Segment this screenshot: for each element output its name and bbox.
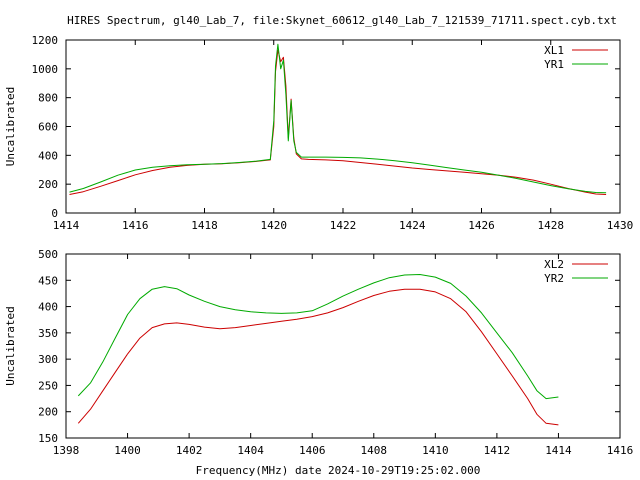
y-tick-label: 400 xyxy=(38,149,58,162)
x-tick-label: 1400 xyxy=(114,444,141,457)
legend-label-yr2: YR2 xyxy=(544,272,564,285)
series-line-xl1 xyxy=(69,49,607,195)
bottom-panel: 1398 1400 1402 1404 1406 1408 1410 1412 1414 1416… xyxy=(4,248,633,457)
y-tick-label: 350 xyxy=(38,327,58,340)
y-tick-label: 300 xyxy=(38,353,58,366)
legend-label-xl1: XL1 xyxy=(544,44,564,57)
x-tick-label: 1404 xyxy=(237,444,264,457)
x-tick-label: 1418 xyxy=(191,219,218,232)
x-tick-label: 1422 xyxy=(330,219,357,232)
x-tick-label: 1424 xyxy=(399,219,426,232)
x-tick-label: 1408 xyxy=(361,444,388,457)
y-tick-label: 1200 xyxy=(32,34,59,47)
series-line-xl2 xyxy=(77,288,559,426)
y-tick-label: 250 xyxy=(38,379,58,392)
y-tick-label: 800 xyxy=(38,92,58,105)
x-tick-label: 1402 xyxy=(176,444,203,457)
x-tick-label: 1416 xyxy=(122,219,149,232)
legend-label-yr1: YR1 xyxy=(544,58,564,71)
legend-label-xl2: XL2 xyxy=(544,258,564,271)
y-axis-label: Uncalibrated xyxy=(4,306,17,385)
x-tick-label: 1430 xyxy=(607,219,634,232)
y-tick-label: 1000 xyxy=(32,63,59,76)
series-line-yr2 xyxy=(77,274,559,400)
y-tick-label: 150 xyxy=(38,432,58,445)
x-tick-label: 1426 xyxy=(468,219,495,232)
y-tick-label: 500 xyxy=(38,248,58,261)
x-tick-label: 1428 xyxy=(538,219,565,232)
y-axis-label: Uncalibrated xyxy=(4,87,17,166)
y-tick-label: 200 xyxy=(38,178,58,191)
chart-title: HIRES Spectrum, gl40_Lab_7, file:Skynet_… xyxy=(67,14,617,27)
y-tick-label: 450 xyxy=(38,274,58,287)
x-tick-label: 1416 xyxy=(607,444,634,457)
series-line-yr1 xyxy=(69,43,607,194)
y-tick-label: 400 xyxy=(38,301,58,314)
y-tick-label: 0 xyxy=(51,207,58,220)
top-panel: 1414 1416 1418 1420 1422 1424 1426 1428 1430 0 200… xyxy=(4,34,633,232)
x-tick-label: 1398 xyxy=(53,444,80,457)
plot-frame xyxy=(65,39,621,214)
x-tick-label: 1414 xyxy=(53,219,80,232)
x-tick-label: 1414 xyxy=(545,444,572,457)
y-tick-label: 600 xyxy=(38,121,58,134)
x-axis-label: Frequency(MHz) date 2024-10-29T19:25:02.… xyxy=(196,464,481,477)
y-tick-label: 200 xyxy=(38,406,58,419)
x-tick-label: 1420 xyxy=(261,219,288,232)
x-tick-label: 1406 xyxy=(299,444,326,457)
x-tick-label: 1410 xyxy=(422,444,449,457)
x-tick-label: 1412 xyxy=(484,444,511,457)
plot-frame xyxy=(65,253,621,439)
